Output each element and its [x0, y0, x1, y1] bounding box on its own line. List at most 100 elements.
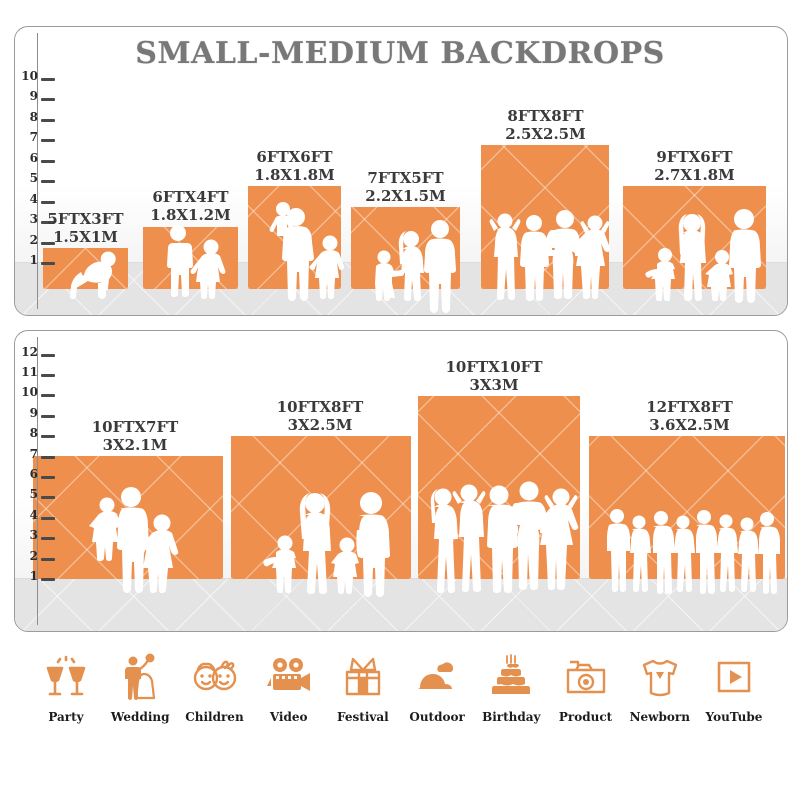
- y-axis-tick-label: 8: [29, 426, 38, 441]
- label-metric: 3X2.5M: [287, 415, 353, 434]
- bar-label-12ftx8ft: 12FTX8FT 3.6X2.5M: [627, 398, 752, 434]
- use-case-label: Festival: [337, 710, 389, 724]
- y-axis-tick-mark: [41, 159, 55, 163]
- y-axis-tick-label: 1: [29, 569, 38, 583]
- y-axis-tick-label: 10: [21, 68, 38, 83]
- label-imperial: 10FTX7FT: [91, 418, 179, 436]
- use-case-newborn[interactable]: Newborn: [624, 652, 696, 724]
- use-case-children[interactable]: Children: [178, 652, 250, 724]
- tiered-cake-icon: [487, 652, 535, 702]
- y-axis-tick-label: 8: [29, 109, 38, 124]
- label-metric: 1.8X1.2M: [150, 205, 231, 224]
- label-imperial: 8FTX8FT: [507, 107, 584, 125]
- bar-10ftx10ft: [418, 396, 580, 579]
- bar-9ftx6ft: [623, 186, 766, 289]
- y-axis-tick-mark: [41, 496, 55, 500]
- use-case-label: Newborn: [629, 710, 690, 724]
- y-axis-tick-label: 6: [29, 467, 38, 481]
- y-axis-tick-mark: [41, 374, 55, 377]
- y-axis-tick-label: 9: [29, 405, 38, 420]
- y-axis-tick-mark: [41, 241, 55, 245]
- label-imperial: 6FTX6FT: [256, 148, 333, 166]
- y-axis-tick-label: 2: [29, 548, 38, 563]
- y-axis-large: 12 11 10 9 8 7 6 5 4 3 2 1: [15, 331, 63, 631]
- use-case-label: Product: [558, 710, 613, 724]
- y-axis-tick-label: 3: [29, 212, 38, 226]
- y-axis-tick-mark: [41, 118, 55, 122]
- bar-10ftx8ft: [231, 436, 411, 579]
- two-kids-faces-icon: [190, 652, 238, 702]
- use-case-birthday[interactable]: Birthday: [475, 652, 547, 724]
- y-axis-small-medium: 10 9 8 7 6 5 4 3 2 1: [15, 27, 63, 315]
- use-case-label: Birthday: [482, 710, 541, 724]
- bar-label-6ftx4ft: 6FTX4FT 1.8X1.2M: [133, 188, 248, 224]
- y-axis-line: [37, 337, 38, 625]
- bar-6ftx4ft: [143, 227, 238, 289]
- y-axis-line: [37, 33, 38, 309]
- y-axis-tick-mark: [41, 414, 55, 418]
- y-axis-tick-mark: [41, 516, 55, 520]
- use-case-party[interactable]: Party: [30, 652, 102, 724]
- label-imperial: 12FTX8FT: [646, 398, 733, 416]
- y-axis-tick-label: 4: [29, 191, 38, 206]
- bar-12ftx8ft: [589, 436, 785, 579]
- label-imperial: 9FTX6FT: [656, 148, 733, 166]
- y-axis-tick-label: 10: [21, 385, 38, 400]
- use-case-festival[interactable]: Festival: [327, 652, 399, 724]
- gift-box-icon: [339, 652, 387, 702]
- play-button-icon: [710, 652, 758, 702]
- use-case-label: YouTube: [705, 710, 763, 724]
- label-imperial: 5FTX3FT: [47, 210, 124, 228]
- bar-label-10ftx8ft: 10FTX8FT 3X2.5M: [260, 398, 380, 434]
- bar-7ftx5ft: [351, 207, 460, 289]
- use-case-wedding[interactable]: Wedding: [104, 652, 176, 724]
- y-axis-tick-label: 5: [29, 171, 38, 185]
- label-imperial: 7FTX5FT: [367, 169, 444, 187]
- y-axis-tick-label: 7: [29, 130, 38, 144]
- label-metric: 1.5X1M: [53, 227, 118, 246]
- bar-label-10ftx10ft: 10FTX10FT 3X3M: [429, 358, 559, 394]
- y-axis-tick-mark: [41, 537, 55, 541]
- label-metric: 2.7X1.8M: [654, 165, 735, 184]
- y-axis-tick-label: 9: [29, 89, 38, 103]
- use-case-youtube[interactable]: YouTube: [698, 652, 770, 724]
- champagne-glasses-icon: [42, 652, 90, 702]
- use-case-label: Outdoor: [409, 710, 465, 724]
- bar-8ftx8ft: [481, 145, 609, 289]
- label-metric: 3X2.1M: [102, 435, 168, 454]
- use-case-product[interactable]: Product: [550, 652, 622, 724]
- y-axis-tick-label: 3: [29, 528, 38, 543]
- onesie-icon: [636, 652, 684, 702]
- large-chart-panel: 12 11 10 9 8 7 6 5 4 3 2 1 10FTX7FT 3X2.1M 10FTX8FT…: [14, 330, 788, 632]
- label-imperial: 6FTX4FT: [152, 188, 229, 206]
- y-axis-tick-mark: [41, 77, 55, 81]
- y-axis-tick-label: 1: [29, 253, 38, 267]
- label-metric: 3.6X2.5M: [649, 415, 730, 434]
- y-axis-tick-label: 2: [29, 232, 38, 247]
- label-metric: 2.5X2.5M: [505, 124, 586, 143]
- bar-label-9ftx6ft: 9FTX6FT 2.7X1.8M: [637, 148, 752, 184]
- label-metric: 3X3M: [469, 375, 519, 394]
- bar-label-5ftx3ft: 5FTX3FT 1.5X1M: [33, 210, 138, 246]
- bride-groom-icon: [116, 652, 164, 702]
- label-metric: 2.2X1.5M: [365, 186, 446, 205]
- y-axis-tick-label: 7: [29, 446, 38, 461]
- y-axis-tick-mark: [41, 180, 55, 183]
- use-case-icon-strip: Party Wedding: [0, 652, 800, 762]
- page-title: SMALL-MEDIUM BACKDROPS: [135, 36, 665, 71]
- camera-icon: [562, 652, 610, 702]
- cloud-hill-icon: [413, 652, 461, 702]
- y-axis-tick-label: 6: [29, 150, 38, 165]
- chart-ground-plane: [15, 578, 787, 631]
- bar-6ftx6ft: [248, 186, 341, 289]
- y-axis-tick-mark: [41, 455, 55, 459]
- use-case-label: Party: [48, 710, 84, 724]
- use-case-outdoor[interactable]: Outdoor: [401, 652, 473, 724]
- y-axis-tick-label: 4: [29, 507, 38, 522]
- bar-label-7ftx5ft: 7FTX5FT 2.2X1.5M: [348, 169, 463, 205]
- y-axis-tick-mark: [41, 98, 55, 101]
- use-case-video[interactable]: Video: [253, 652, 325, 724]
- y-axis-tick-label: 12: [21, 344, 38, 359]
- label-imperial: 10FTX8FT: [276, 398, 364, 416]
